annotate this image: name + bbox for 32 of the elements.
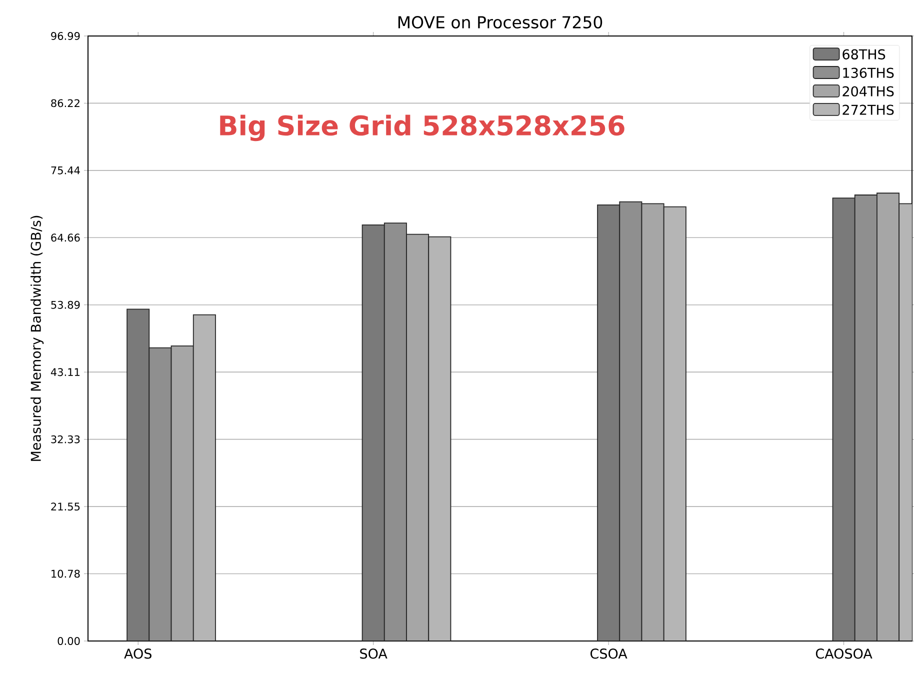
y-axis-title: Measured Memory Bandwidth (GB/s) bbox=[30, 216, 44, 461]
bar bbox=[619, 201, 642, 641]
legend-label: 136THS bbox=[843, 68, 894, 78]
y-tick-label: 32.33 bbox=[51, 435, 80, 444]
x-tick-label: CSOA bbox=[590, 648, 628, 659]
y-tick-label: 64.66 bbox=[51, 234, 80, 242]
bar bbox=[170, 346, 194, 641]
y-tick-label: 86.22 bbox=[51, 99, 80, 108]
legend-label: 204THS bbox=[842, 86, 894, 96]
x-tick-label: CAOSOA bbox=[816, 648, 872, 659]
y-tick-label: 10.78 bbox=[52, 570, 80, 578]
annotation: Big Size Grid 528x528x256 bbox=[220, 114, 624, 142]
y-tick-label: 96.99 bbox=[51, 32, 80, 40]
bar bbox=[126, 308, 150, 641]
bar bbox=[406, 234, 430, 641]
bar bbox=[148, 347, 172, 641]
y-tick-label: 53.89 bbox=[51, 300, 80, 309]
legend-label: 272THS bbox=[842, 104, 894, 115]
y-tick-label: 75.44 bbox=[51, 166, 80, 174]
y-tick-label: 0.00 bbox=[58, 637, 80, 645]
bar bbox=[832, 198, 856, 641]
bar bbox=[384, 222, 407, 641]
x-tick-label: AOS bbox=[124, 648, 152, 659]
y-tick-label: 43.11 bbox=[50, 368, 80, 376]
bar bbox=[362, 224, 385, 641]
bar bbox=[597, 204, 620, 641]
legend-label: 68THS bbox=[842, 49, 886, 60]
x-tick-label: SOA bbox=[360, 648, 388, 659]
chart-title: MOVE on Processor 7250 bbox=[398, 16, 602, 28]
bar bbox=[641, 203, 664, 641]
bar bbox=[854, 194, 878, 641]
y-tick-label: 21.55 bbox=[51, 502, 80, 511]
